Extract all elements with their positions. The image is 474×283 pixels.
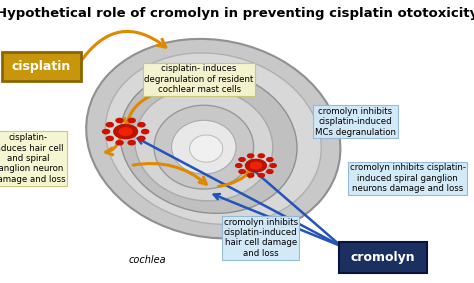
Circle shape bbox=[236, 164, 242, 168]
Circle shape bbox=[116, 118, 123, 123]
Circle shape bbox=[246, 159, 266, 172]
Circle shape bbox=[247, 173, 254, 177]
Text: cisplatin: cisplatin bbox=[12, 60, 71, 73]
Ellipse shape bbox=[105, 53, 321, 224]
Circle shape bbox=[258, 154, 264, 158]
Circle shape bbox=[128, 141, 135, 145]
Ellipse shape bbox=[86, 39, 340, 239]
FancyBboxPatch shape bbox=[2, 52, 81, 81]
Circle shape bbox=[250, 162, 262, 169]
Text: cromolyn inhibits
cisplatin-induced
hair cell damage
and loss: cromolyn inhibits cisplatin-induced hair… bbox=[224, 218, 298, 258]
Circle shape bbox=[106, 136, 113, 141]
FancyBboxPatch shape bbox=[339, 242, 427, 273]
Circle shape bbox=[119, 128, 132, 136]
Ellipse shape bbox=[154, 105, 254, 189]
Circle shape bbox=[114, 125, 137, 139]
Text: cromolyn: cromolyn bbox=[350, 251, 415, 264]
Circle shape bbox=[106, 123, 113, 127]
Text: cromolyn inhibits cisplatin-
induced spiral ganglion
neurons damage and loss: cromolyn inhibits cisplatin- induced spi… bbox=[350, 163, 465, 193]
Circle shape bbox=[102, 130, 109, 134]
Circle shape bbox=[138, 123, 145, 127]
Circle shape bbox=[128, 118, 135, 123]
Circle shape bbox=[142, 130, 149, 134]
Text: Hypothetical role of cromolyn in preventing cisplatin ototoxicity: Hypothetical role of cromolyn in prevent… bbox=[0, 7, 474, 20]
Ellipse shape bbox=[120, 70, 297, 213]
Ellipse shape bbox=[190, 135, 223, 162]
Ellipse shape bbox=[172, 120, 236, 174]
Circle shape bbox=[239, 170, 245, 173]
Circle shape bbox=[267, 170, 273, 173]
Text: cromolyn inhibits
cisplatin-induced
MCs degranulation: cromolyn inhibits cisplatin-induced MCs … bbox=[315, 107, 396, 137]
Text: cisplatin- induces
degranulation of resident
cochlear mast cells: cisplatin- induces degranulation of resi… bbox=[145, 64, 254, 94]
Circle shape bbox=[270, 164, 276, 168]
Circle shape bbox=[258, 173, 264, 177]
Circle shape bbox=[116, 141, 123, 145]
Circle shape bbox=[247, 154, 254, 158]
Circle shape bbox=[239, 158, 245, 161]
Circle shape bbox=[267, 158, 273, 161]
Circle shape bbox=[138, 136, 145, 141]
Text: cisplatin-
induces hair cell
and spiral
ganglion neuron
damage and loss: cisplatin- induces hair cell and spiral … bbox=[0, 133, 65, 184]
Ellipse shape bbox=[135, 88, 273, 201]
Text: cochlea: cochlea bbox=[128, 255, 166, 265]
